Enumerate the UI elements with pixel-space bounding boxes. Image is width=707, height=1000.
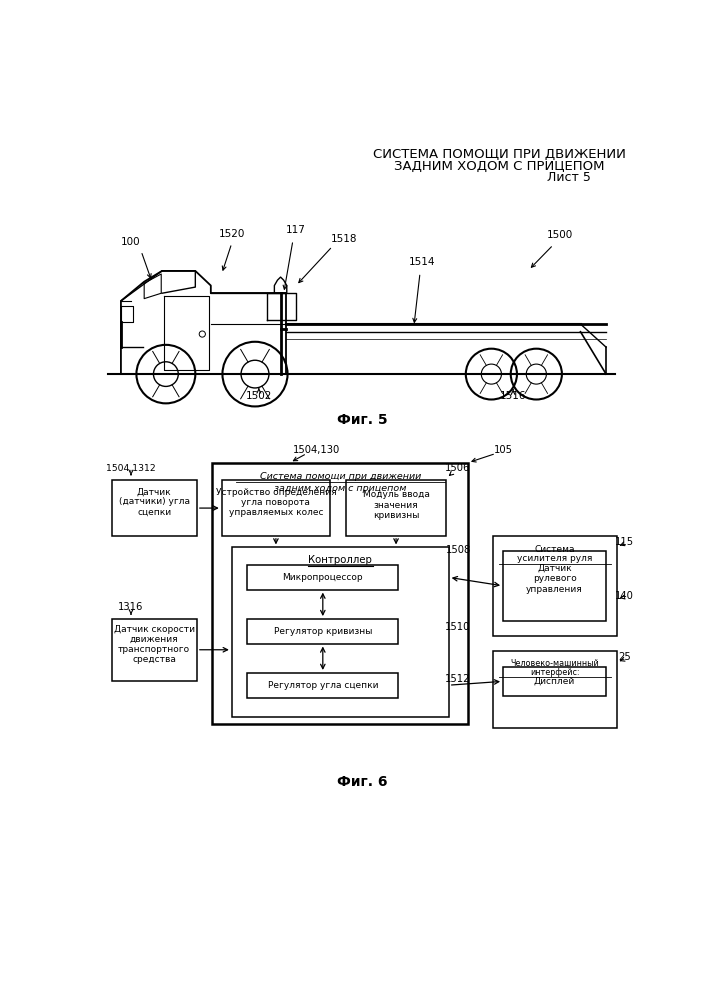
Text: кривизны: кривизны: [373, 511, 419, 520]
Text: Регулятор кривизны: Регулятор кривизны: [274, 627, 372, 636]
Text: 100: 100: [121, 237, 141, 247]
Text: Датчик: Датчик: [537, 564, 572, 573]
Text: задним ходом с прицепом: задним ходом с прицепом: [274, 484, 407, 493]
Text: Датчик: Датчик: [137, 487, 172, 496]
Text: 1504,1312: 1504,1312: [106, 464, 156, 473]
Text: 1500: 1500: [547, 231, 573, 240]
Bar: [503, 551, 606, 620]
Text: 1514: 1514: [409, 257, 435, 267]
Text: Система: Система: [534, 545, 575, 554]
Text: 1512: 1512: [445, 674, 471, 684]
Text: Человеко-машинный: Человеко-машинный: [510, 659, 600, 668]
Text: усилителя руля: усилителя руля: [518, 554, 592, 563]
Bar: [212, 463, 468, 724]
Text: 1506: 1506: [445, 463, 470, 473]
Text: Регулятор угла сцепки: Регулятор угла сцепки: [267, 681, 378, 690]
Text: Датчик скорости: Датчик скорости: [114, 625, 194, 634]
Text: значения: значения: [374, 500, 419, 510]
Text: Дисплей: Дисплей: [534, 677, 575, 686]
Text: 105: 105: [493, 445, 513, 455]
Text: Устройство определения: Устройство определения: [216, 488, 337, 497]
Text: 1504,130: 1504,130: [293, 445, 341, 455]
Bar: [112, 619, 197, 681]
Text: управления: управления: [526, 585, 583, 594]
Text: 117: 117: [286, 225, 306, 235]
Text: движения: движения: [130, 635, 179, 644]
Text: рулевого: рулевого: [532, 574, 576, 583]
Text: 25: 25: [619, 652, 631, 662]
Bar: [232, 547, 449, 717]
Text: Фиг. 6: Фиг. 6: [337, 775, 387, 789]
Text: (датчики) угла: (датчики) угла: [119, 497, 189, 506]
Bar: [247, 565, 398, 590]
Text: Микропроцессор: Микропроцессор: [283, 573, 363, 582]
Text: 1518: 1518: [331, 234, 357, 244]
Text: 1508: 1508: [445, 545, 471, 555]
Text: 115: 115: [615, 537, 634, 547]
Bar: [112, 480, 197, 536]
Text: 1510: 1510: [445, 622, 471, 632]
Text: 1516: 1516: [500, 391, 526, 401]
Text: 140: 140: [615, 591, 634, 601]
Bar: [346, 480, 446, 536]
Text: Фиг. 5: Фиг. 5: [337, 413, 387, 427]
Text: 1502: 1502: [246, 391, 272, 401]
Text: ЗАДНИМ ХОДОМ С ПРИЦЕПОМ: ЗАДНИМ ХОДОМ С ПРИЦЕПОМ: [394, 160, 604, 173]
Bar: [493, 651, 617, 728]
Text: средства: средства: [132, 655, 176, 664]
Text: сцепки: сцепки: [137, 508, 171, 517]
Text: 1520: 1520: [218, 229, 245, 239]
Text: Система помощи при движении: Система помощи при движении: [259, 472, 421, 481]
Text: интерфейс:: интерфейс:: [530, 668, 580, 677]
Text: Контроллер: Контроллер: [308, 555, 372, 565]
Bar: [503, 667, 606, 696]
Text: угла поворота: угла поворота: [242, 498, 310, 507]
Text: 1316: 1316: [118, 602, 144, 612]
Bar: [493, 536, 617, 636]
Text: транспортного: транспортного: [118, 645, 190, 654]
Bar: [222, 480, 330, 536]
Bar: [247, 619, 398, 644]
Text: Модуль ввода: Модуль ввода: [363, 490, 429, 499]
Bar: [247, 673, 398, 698]
Text: управляемых колес: управляемых колес: [228, 508, 323, 517]
Text: Лист 5: Лист 5: [547, 171, 591, 184]
Text: СИСТЕМА ПОМОЩИ ПРИ ДВИЖЕНИИ: СИСТЕМА ПОМОЩИ ПРИ ДВИЖЕНИИ: [373, 148, 626, 161]
